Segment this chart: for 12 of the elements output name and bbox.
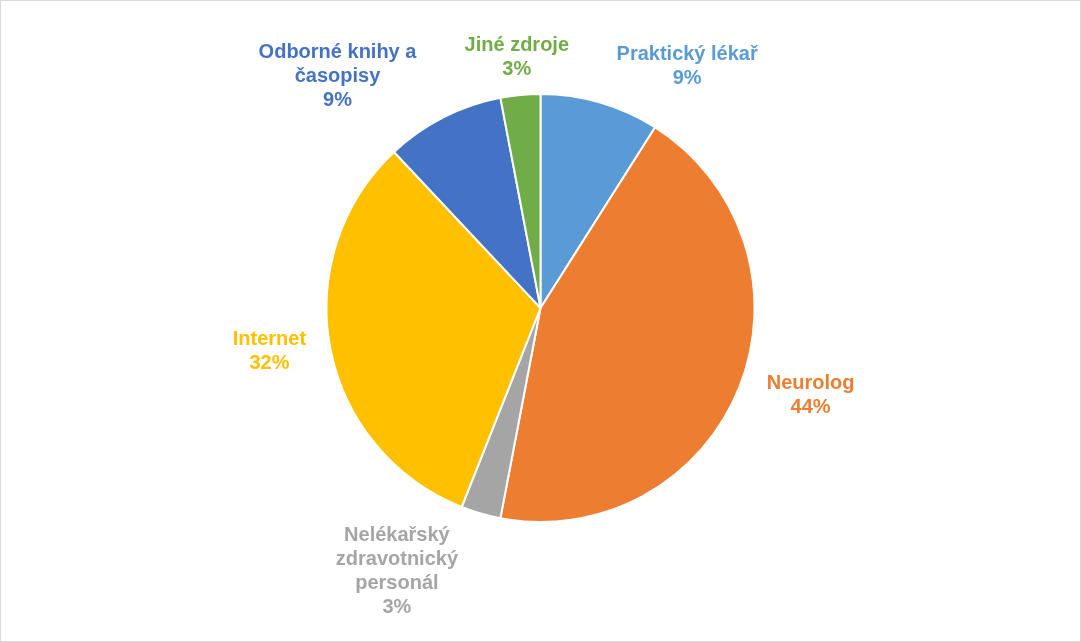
slice-label: Internet (232, 327, 307, 350)
data-label: 32% (249, 351, 290, 374)
slice-label: Nelékařský zdravotnický personál (335, 522, 459, 593)
slice-label: Neurolog (766, 370, 855, 393)
data-label: 3% (382, 594, 412, 617)
data-label: 3% (502, 56, 532, 79)
data-label: 9% (672, 66, 702, 89)
data-label: 44% (790, 394, 831, 417)
slice-label: Praktický lékař (616, 42, 758, 65)
data-label: 9% (323, 87, 353, 110)
slice-label: Odborné knihy a časopisy (258, 39, 418, 86)
slice-label: Jiné zdroje (464, 32, 570, 55)
